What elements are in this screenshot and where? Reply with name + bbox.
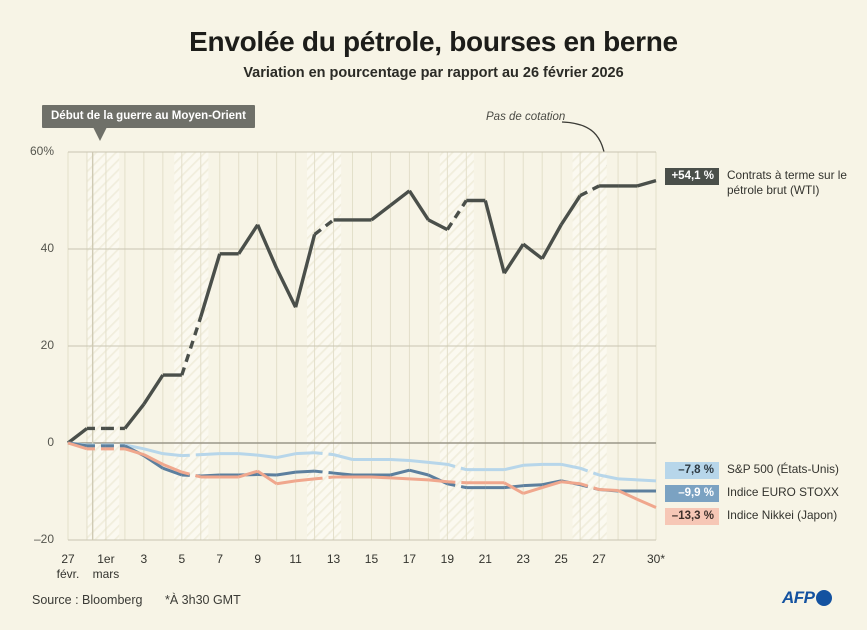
footnote-label: *À 3h30 GMT bbox=[165, 593, 241, 607]
afp-logo-dot-icon bbox=[815, 590, 832, 606]
x-tick-label: 17 bbox=[402, 552, 417, 566]
legend-value-badge: –7,8 % bbox=[665, 462, 719, 479]
y-tick-label: 60% bbox=[29, 144, 54, 158]
page-title: Envolée du pétrole, bourses en berne bbox=[189, 26, 678, 57]
legend-item: –13,3 % Indice Nikkei (Japon) bbox=[665, 508, 839, 525]
x-tick-label: 13 bbox=[326, 552, 341, 566]
x-tick-label: 9 bbox=[254, 552, 262, 566]
x-tick-label: 15 bbox=[364, 552, 379, 566]
legend-item: –9,9 % Indice EURO STOXX bbox=[665, 485, 839, 502]
no-quote-note: Pas de cotation bbox=[486, 111, 566, 123]
legend-item: –7,8 % S&P 500 (États-Unis) bbox=[665, 462, 839, 479]
x-tick-label: 21 bbox=[478, 552, 492, 566]
x-tick-label: 5 bbox=[178, 552, 186, 566]
y-tick-label: –20 bbox=[33, 532, 54, 546]
legend-value-badge: –9,9 % bbox=[665, 485, 719, 502]
war-callout: Début de la guerre au Moyen-Orient bbox=[42, 105, 255, 128]
y-tick-label: 40 bbox=[40, 241, 54, 255]
legend-value-badge: –13,3 % bbox=[665, 508, 719, 525]
source-label: Source : Bloomberg bbox=[32, 593, 143, 607]
legend-oil: +54,1 % Contrats à terme sur le pétrole b… bbox=[665, 168, 847, 203]
x-tick-label: 23 bbox=[516, 552, 530, 566]
x-tick-label: 27 févr. bbox=[56, 552, 80, 581]
x-tick-label: 11 bbox=[289, 552, 302, 566]
x-tick-label: 3 bbox=[140, 552, 148, 566]
afp-logo: AFP bbox=[782, 588, 832, 608]
legend-label: Indice EURO STOXX bbox=[727, 485, 839, 499]
legend-value-badge: +54,1 % bbox=[665, 168, 719, 185]
war-callout-pointer-icon bbox=[93, 127, 107, 141]
page-subtitle: Variation en pourcentage par rapport au … bbox=[243, 65, 624, 81]
y-tick-label: 20 bbox=[40, 338, 54, 352]
legend-label: S&P 500 (États-Unis) bbox=[727, 462, 839, 476]
horizontal-gridlines bbox=[68, 151, 656, 541]
legend-item: +54,1 % Contrats à terme sur le pétrole b… bbox=[665, 168, 847, 197]
x-tick-label: 27 bbox=[592, 552, 606, 566]
legend-label: Contrats à terme sur le pétrole brut (WT… bbox=[727, 168, 847, 197]
x-tick-label: 25 bbox=[554, 552, 568, 566]
legend-indices: –7,8 % S&P 500 (États-Unis) –9,9 % Indice E… bbox=[665, 462, 839, 531]
x-tick-label: 1er mars bbox=[92, 552, 120, 581]
x-tick-label: 30* bbox=[646, 552, 666, 566]
x-tick-label: 7 bbox=[216, 552, 224, 566]
y-tick-label: 0 bbox=[47, 435, 54, 449]
afp-logo-text: AFP bbox=[782, 588, 815, 607]
data-series-lines bbox=[66, 178, 657, 509]
x-tick-label: 19 bbox=[440, 552, 455, 566]
legend-label: Indice Nikkei (Japon) bbox=[727, 508, 838, 522]
